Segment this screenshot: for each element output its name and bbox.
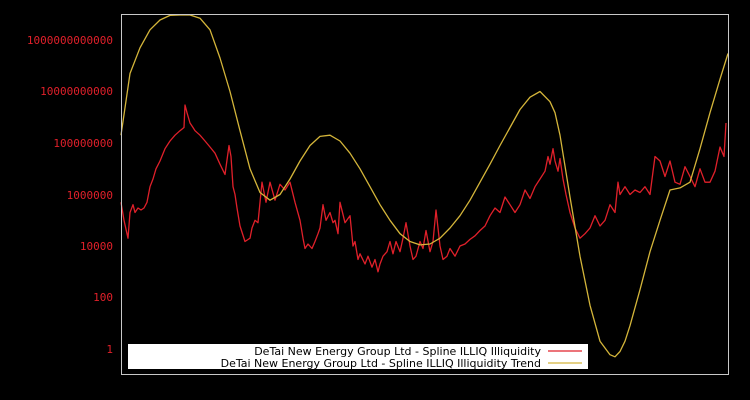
illiquidity-trend-line bbox=[120, 14, 729, 358]
y-tick-label: 100 bbox=[93, 291, 113, 304]
y-axis: 1000000000000 10000000000 100000000 1000… bbox=[27, 34, 113, 356]
legend-label-trend: DeTai New Energy Group Ltd - Spline ILLI… bbox=[221, 357, 541, 370]
legend: DeTai New Energy Group Ltd - Spline ILLI… bbox=[128, 344, 588, 370]
legend-box bbox=[128, 344, 588, 369]
y-tick-label: 10000000000 bbox=[40, 85, 113, 98]
legend-label-illiquidity: DeTai New Energy Group Ltd - Spline ILLI… bbox=[254, 345, 541, 358]
y-tick-label: 1000000000000 bbox=[27, 34, 113, 47]
series-layer bbox=[120, 14, 729, 358]
y-tick-label: 10000 bbox=[80, 240, 113, 253]
y-tick-label: 1 bbox=[106, 343, 113, 356]
y-tick-label: 100000000 bbox=[53, 137, 113, 150]
plot-frame bbox=[121, 14, 729, 375]
y-tick-label: 1000000 bbox=[67, 189, 113, 202]
illiquidity-line bbox=[120, 104, 727, 273]
